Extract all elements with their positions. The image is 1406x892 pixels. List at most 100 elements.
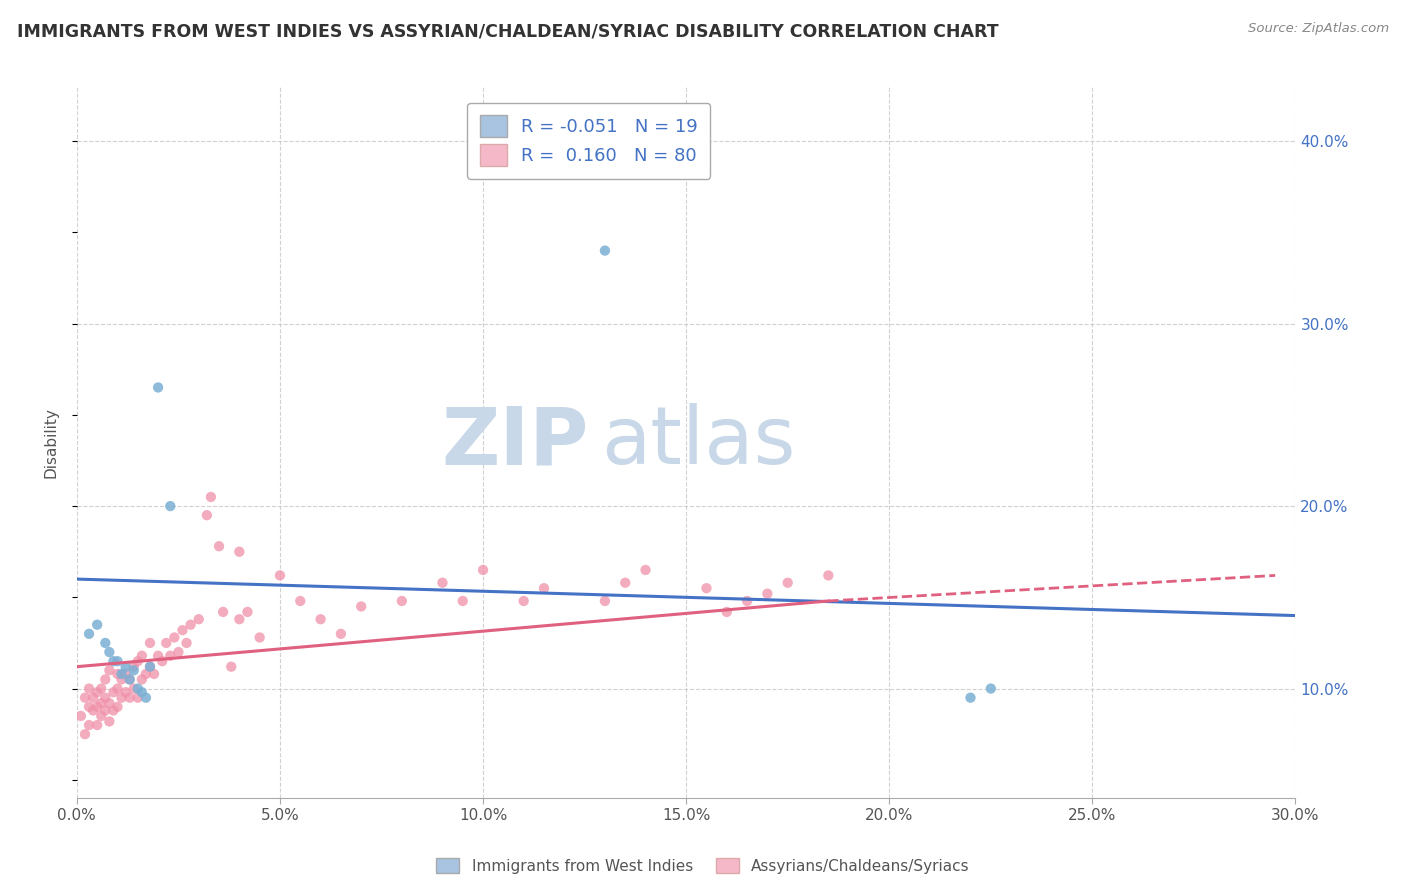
Point bbox=[118, 673, 141, 687]
Point bbox=[451, 594, 474, 608]
Point bbox=[135, 690, 157, 705]
Point bbox=[159, 648, 181, 663]
Point bbox=[172, 623, 194, 637]
Point bbox=[756, 587, 779, 601]
Point bbox=[391, 594, 413, 608]
Point bbox=[70, 709, 93, 723]
Point bbox=[200, 490, 222, 504]
Point bbox=[150, 654, 173, 668]
Point bbox=[114, 667, 136, 681]
Point bbox=[131, 685, 153, 699]
Point bbox=[139, 636, 162, 650]
Point bbox=[118, 690, 141, 705]
Point bbox=[593, 244, 616, 258]
Point bbox=[110, 690, 132, 705]
Point bbox=[114, 659, 136, 673]
Point bbox=[817, 568, 839, 582]
Point bbox=[139, 659, 162, 673]
Point bbox=[146, 648, 169, 663]
Point bbox=[176, 636, 198, 650]
Point bbox=[309, 612, 332, 626]
Point bbox=[122, 659, 145, 673]
Point bbox=[77, 699, 100, 714]
Point bbox=[94, 673, 117, 687]
Point bbox=[167, 645, 190, 659]
Point bbox=[107, 667, 129, 681]
Point bbox=[212, 605, 235, 619]
Point bbox=[94, 690, 117, 705]
Point bbox=[290, 594, 312, 608]
Point bbox=[86, 617, 108, 632]
Text: ZIP: ZIP bbox=[441, 403, 589, 481]
Point bbox=[107, 654, 129, 668]
Point bbox=[159, 499, 181, 513]
Point bbox=[110, 673, 132, 687]
Point bbox=[219, 659, 242, 673]
Point bbox=[512, 594, 534, 608]
Point bbox=[131, 648, 153, 663]
Point bbox=[155, 636, 177, 650]
Point bbox=[187, 612, 209, 626]
Y-axis label: Disability: Disability bbox=[44, 407, 58, 477]
Point bbox=[94, 636, 117, 650]
Point bbox=[103, 703, 125, 717]
Point bbox=[110, 667, 132, 681]
Point bbox=[195, 508, 218, 523]
Point bbox=[127, 654, 149, 668]
Point bbox=[959, 690, 981, 705]
Point bbox=[236, 605, 259, 619]
Point bbox=[86, 699, 108, 714]
Point bbox=[118, 673, 141, 687]
Point bbox=[533, 581, 555, 595]
Legend: R = -0.051   N = 19, R =  0.160   N = 80: R = -0.051 N = 19, R = 0.160 N = 80 bbox=[467, 103, 710, 179]
Text: Source: ZipAtlas.com: Source: ZipAtlas.com bbox=[1249, 22, 1389, 36]
Point bbox=[82, 690, 104, 705]
Point bbox=[77, 681, 100, 696]
Point bbox=[139, 659, 162, 673]
Point bbox=[135, 667, 157, 681]
Point bbox=[980, 681, 1002, 696]
Point bbox=[432, 575, 454, 590]
Point bbox=[98, 663, 121, 677]
Point bbox=[634, 563, 657, 577]
Text: IMMIGRANTS FROM WEST INDIES VS ASSYRIAN/CHALDEAN/SYRIAC DISABILITY CORRELATION C: IMMIGRANTS FROM WEST INDIES VS ASSYRIAN/… bbox=[17, 22, 998, 40]
Point bbox=[163, 631, 186, 645]
Point bbox=[98, 714, 121, 729]
Point bbox=[77, 718, 100, 732]
Point bbox=[716, 605, 738, 619]
Point bbox=[776, 575, 799, 590]
Point bbox=[329, 627, 352, 641]
Point bbox=[103, 654, 125, 668]
Point bbox=[98, 696, 121, 710]
Point bbox=[107, 699, 129, 714]
Point bbox=[107, 681, 129, 696]
Point bbox=[269, 568, 291, 582]
Point bbox=[77, 627, 100, 641]
Point bbox=[103, 685, 125, 699]
Point bbox=[472, 563, 495, 577]
Point bbox=[180, 617, 202, 632]
Point bbox=[122, 663, 145, 677]
Point bbox=[146, 380, 169, 394]
Point bbox=[98, 645, 121, 659]
Point bbox=[249, 631, 271, 645]
Point bbox=[228, 545, 250, 559]
Point bbox=[143, 667, 166, 681]
Point bbox=[127, 690, 149, 705]
Point bbox=[82, 703, 104, 717]
Point bbox=[73, 690, 96, 705]
Point bbox=[94, 703, 117, 717]
Point bbox=[208, 539, 231, 553]
Point bbox=[90, 696, 112, 710]
Point bbox=[695, 581, 717, 595]
Point bbox=[350, 599, 373, 614]
Point bbox=[122, 681, 145, 696]
Point bbox=[614, 575, 637, 590]
Point bbox=[90, 709, 112, 723]
Point bbox=[90, 681, 112, 696]
Point bbox=[735, 594, 758, 608]
Point bbox=[228, 612, 250, 626]
Point bbox=[114, 685, 136, 699]
Point bbox=[593, 594, 616, 608]
Legend: Immigrants from West Indies, Assyrians/Chaldeans/Syriacs: Immigrants from West Indies, Assyrians/C… bbox=[430, 852, 976, 880]
